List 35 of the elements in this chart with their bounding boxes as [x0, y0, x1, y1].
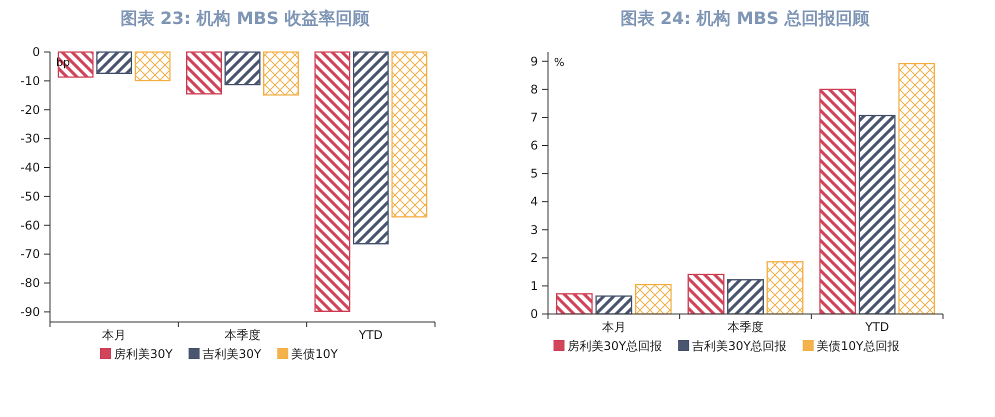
chart-title: 图表 24: 机构 MBS 总回报回顾: [620, 9, 871, 29]
chart-title: 图表 23: 机构 MBS 收益率回顾: [120, 9, 371, 29]
y-tick-label: -20: [20, 102, 40, 117]
x-tick-label: 本季度: [224, 328, 260, 342]
y-axis-title: %: [554, 56, 564, 69]
y-tick-label: -30: [20, 132, 40, 146]
legend-label: 房利美30Y: [114, 347, 174, 361]
y-tick-label: 6: [530, 138, 538, 153]
y-tick-label: -90: [20, 304, 40, 319]
legend-label: 房利美30Y总回报: [568, 339, 662, 353]
x-tick-label: YTD: [864, 320, 890, 334]
y-tick-label: -70: [20, 247, 40, 262]
y-tick-label: 0: [32, 45, 40, 59]
y-tick-label: 4: [530, 194, 538, 209]
y-tick-label: 5: [530, 166, 538, 181]
y-tick-label: 9: [530, 54, 538, 68]
y-tick-label: -50: [20, 189, 40, 204]
legend-label: 美债10Y总回报: [816, 339, 900, 353]
legend-label: 美债10Y: [291, 347, 338, 361]
x-tick-label: 本季度: [728, 320, 764, 334]
legend-label: 吉利美30Y: [202, 347, 262, 361]
legend-label: 吉利美30Y总回报: [692, 339, 787, 353]
y-tick-label: 3: [530, 222, 538, 237]
y-tick-label: 2: [530, 250, 538, 265]
y-tick-label: 0: [530, 307, 538, 321]
x-tick-label: 本月: [102, 328, 126, 342]
x-tick-label: YTD: [358, 328, 383, 342]
y-tick-label: -10: [20, 74, 40, 88]
y-tick-label: 8: [530, 82, 538, 96]
y-tick-label: 7: [530, 110, 538, 124]
y-tick-label: -60: [20, 218, 40, 232]
y-tick-label: 1: [530, 278, 538, 293]
x-tick-label: 本月: [602, 320, 626, 334]
y-tick-label: -40: [20, 160, 40, 175]
y-tick-label: -80: [20, 276, 40, 290]
